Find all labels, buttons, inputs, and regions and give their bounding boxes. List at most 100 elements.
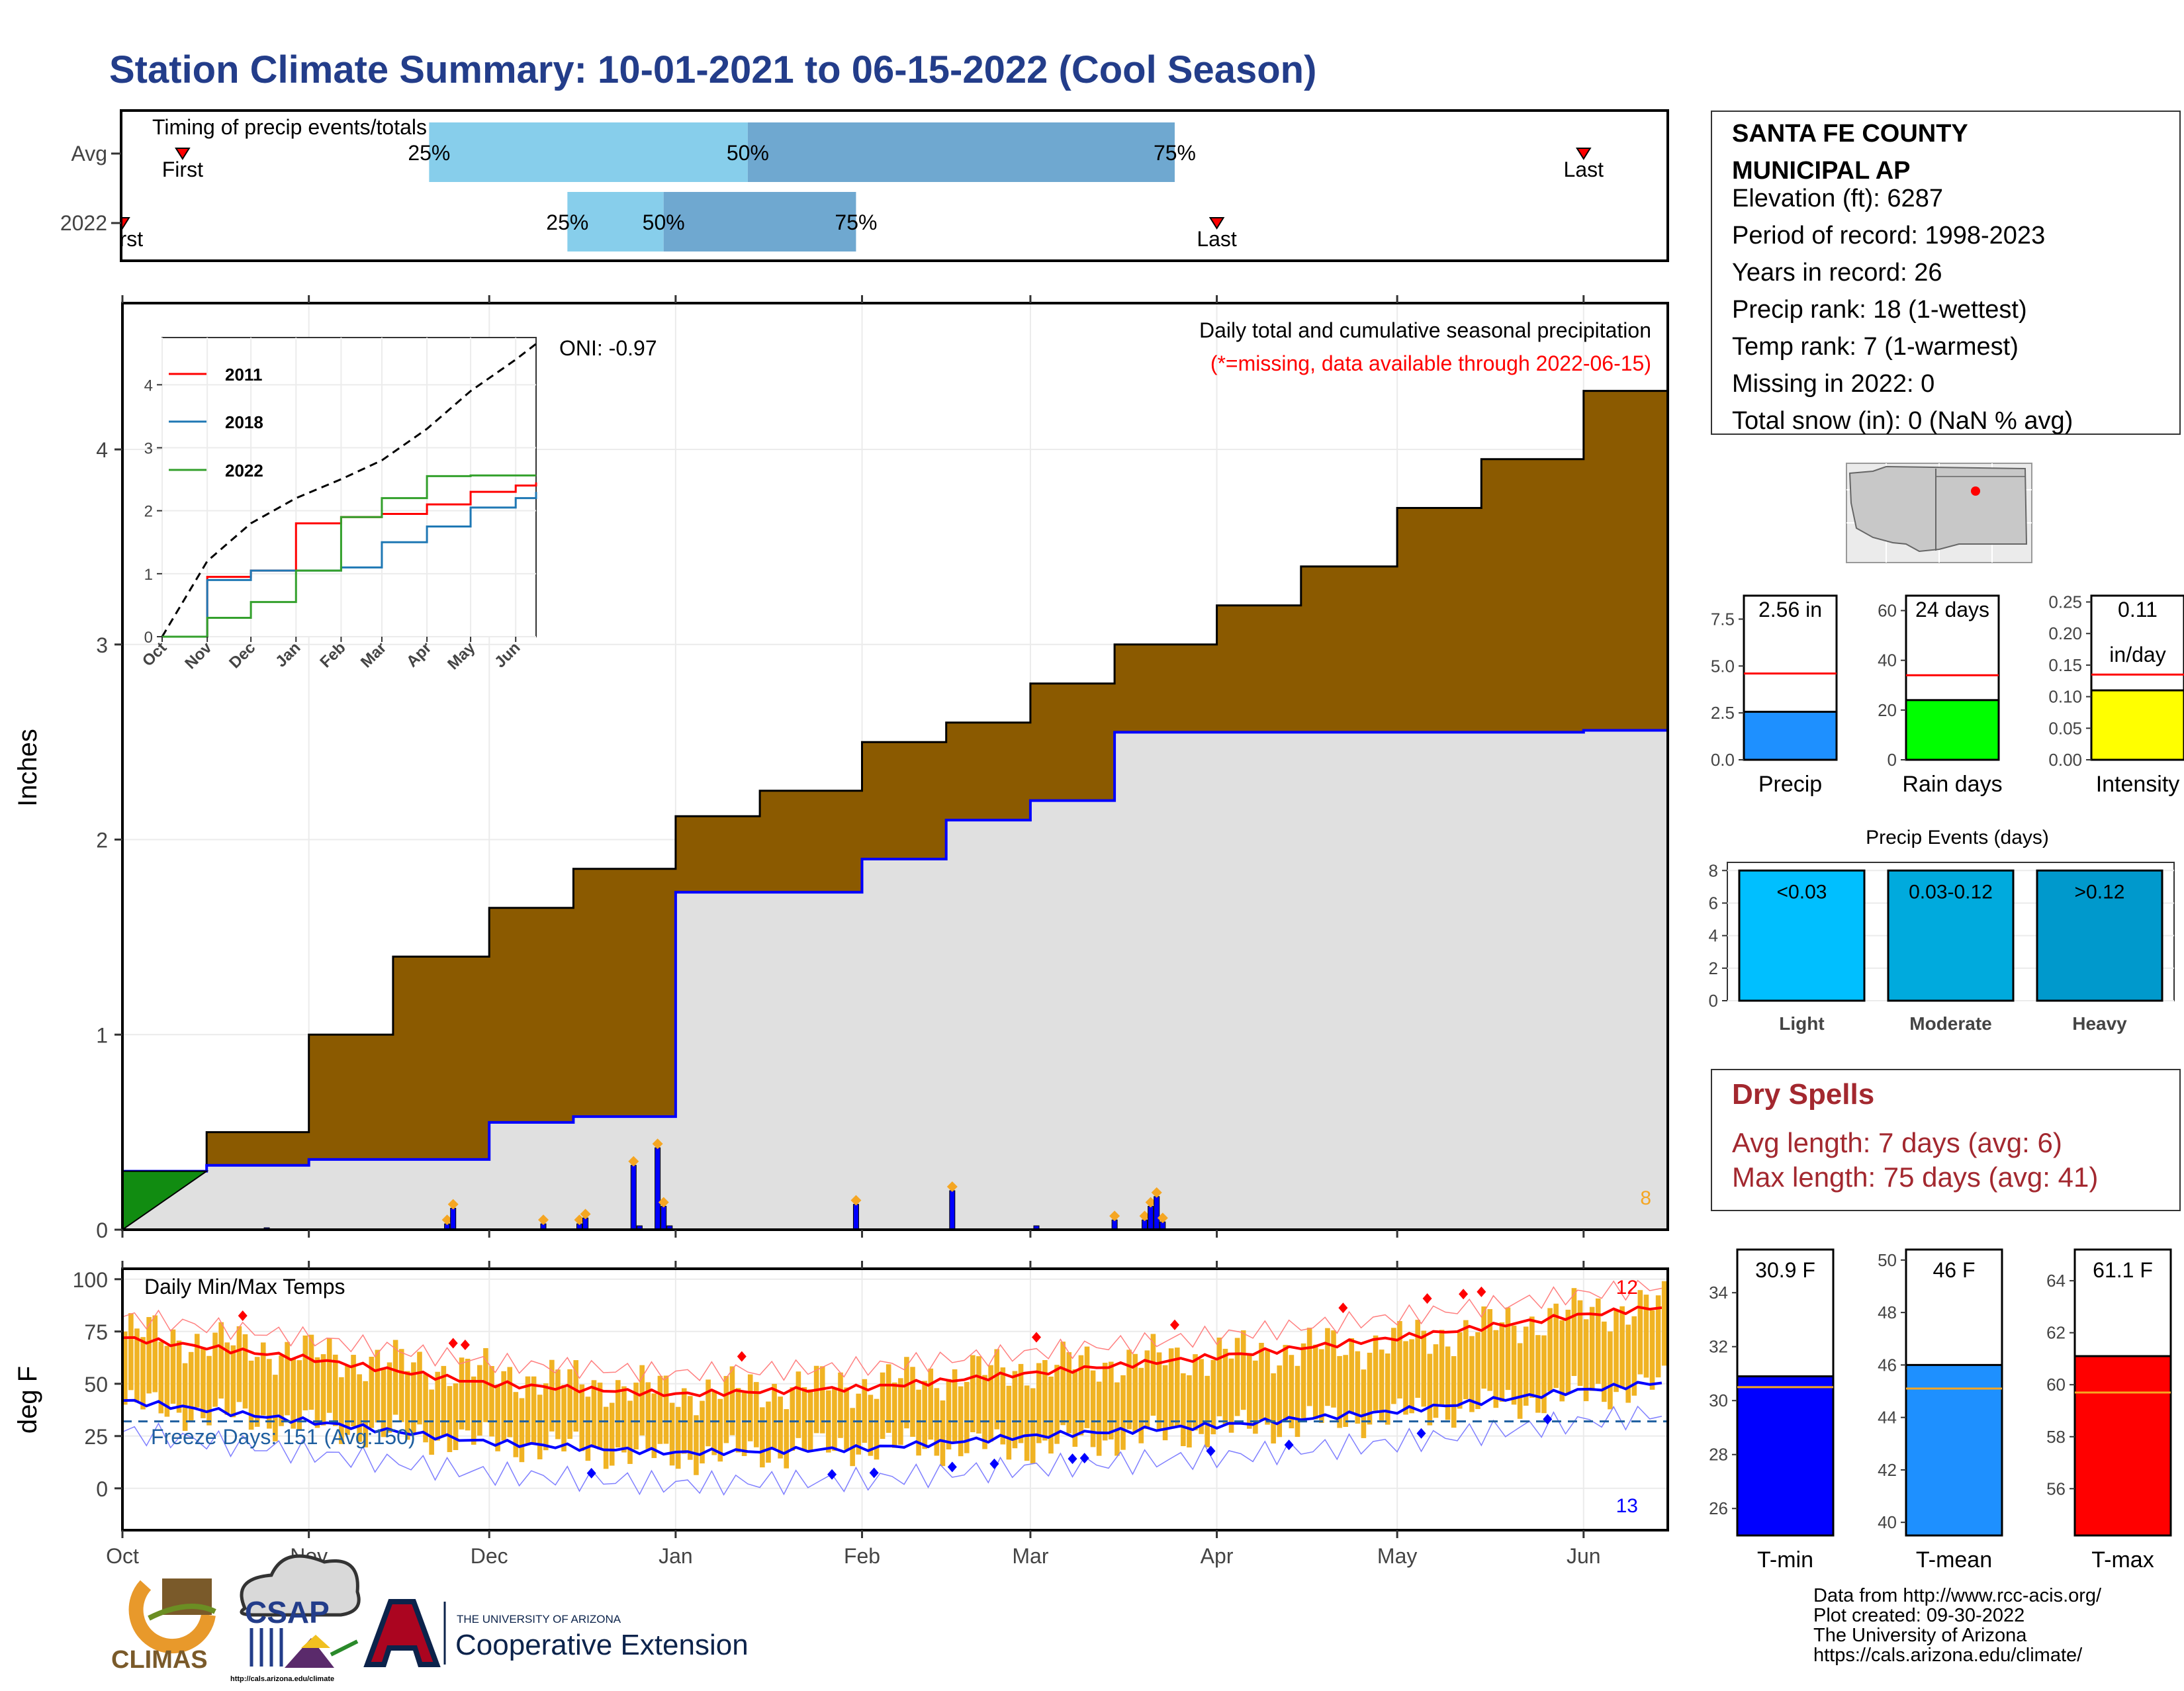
timing-bar-50-75 bbox=[663, 192, 856, 251]
temp-day-bar bbox=[994, 1349, 999, 1430]
temp-day-bar bbox=[940, 1400, 946, 1467]
daily-precip-marker bbox=[1145, 1197, 1156, 1208]
temp-mini-ytick-label: 40 bbox=[1878, 1512, 1897, 1532]
daily-precip-bar bbox=[1148, 1206, 1154, 1230]
temp-day-bar bbox=[1240, 1330, 1246, 1410]
temp-day-bar bbox=[320, 1354, 326, 1426]
temp-day-bar bbox=[1349, 1338, 1355, 1414]
station-name-line1: SANTA FE COUNTY bbox=[1732, 120, 1968, 148]
temp-day-bar bbox=[182, 1363, 188, 1431]
temp-day-bar bbox=[1619, 1306, 1625, 1389]
precip-ylabel: Inches bbox=[13, 729, 42, 807]
temp-day-bar bbox=[976, 1356, 981, 1434]
timing-bars: 25% 50% 75% First Last 25% 50% 75% First Last bbox=[122, 122, 1604, 251]
temp-day-bar bbox=[285, 1342, 290, 1416]
mini-bar-ytick-label: 7.5 bbox=[1711, 609, 1735, 629]
temp-day-bar bbox=[1331, 1330, 1336, 1408]
temp-day-bar bbox=[801, 1387, 807, 1451]
temp-day-bar bbox=[1150, 1334, 1156, 1416]
temp-mini-ytick-label: 58 bbox=[2046, 1427, 2066, 1447]
record-high-marker bbox=[448, 1338, 458, 1349]
record-low-marker bbox=[947, 1461, 957, 1473]
mini-bar-value-intensity: 0.11 bbox=[2118, 598, 2158, 621]
temp-day-bar bbox=[1463, 1320, 1469, 1400]
temp-ytick-label: 100 bbox=[73, 1268, 108, 1292]
temp-day-bar bbox=[267, 1359, 272, 1429]
record-high-marker bbox=[1032, 1332, 1042, 1343]
temp-day-bar bbox=[398, 1349, 404, 1422]
inset-ytick-label: 2 bbox=[144, 503, 153, 521]
events-ytick-label: 0 bbox=[1709, 991, 1718, 1011]
temp-day-bar bbox=[1072, 1369, 1078, 1447]
temp-day-bar bbox=[796, 1371, 801, 1438]
temp-day-bar bbox=[597, 1383, 603, 1450]
temp-day-bar bbox=[1355, 1351, 1361, 1424]
temp-mini-ytick-label: 42 bbox=[1878, 1460, 1897, 1480]
dry-spells-box: Dry Spells Avg length: 7 days (avg: 6) M… bbox=[1711, 1069, 2181, 1211]
dry-spells-avg: Avg length: 7 days (avg: 6) bbox=[1732, 1127, 2062, 1158]
temp-day-bar bbox=[1253, 1360, 1258, 1434]
record-high-marker bbox=[238, 1310, 248, 1321]
timing-marker-last bbox=[1575, 148, 1592, 160]
mini-bar-label-precip: Precip bbox=[1758, 772, 1822, 797]
temp-day-bar bbox=[1511, 1325, 1517, 1405]
temp-day-bar bbox=[357, 1374, 362, 1442]
temp-day-bar bbox=[729, 1366, 735, 1436]
temp-day-bar bbox=[1517, 1343, 1523, 1419]
temp-day-bar bbox=[1469, 1336, 1475, 1412]
temp-day-bar bbox=[850, 1408, 855, 1467]
temp-day-bar bbox=[880, 1372, 886, 1440]
temp-day-bar bbox=[1493, 1330, 1499, 1408]
temp-day-bar bbox=[411, 1362, 416, 1433]
temp-day-bar bbox=[700, 1400, 705, 1464]
temp-day-bar bbox=[543, 1383, 549, 1451]
temp-day-bar bbox=[1643, 1295, 1649, 1378]
temp-day-bar bbox=[1565, 1309, 1571, 1393]
temp-day-bar bbox=[645, 1382, 651, 1449]
temp-mini-ytick-label: 26 bbox=[1709, 1498, 1728, 1518]
temp-ytick-label: 50 bbox=[84, 1373, 108, 1396]
temp-day-bar bbox=[1090, 1370, 1096, 1447]
temp-day-bar bbox=[1391, 1328, 1396, 1404]
temp-day-bar bbox=[1439, 1330, 1445, 1406]
record-high-marker bbox=[1459, 1289, 1469, 1300]
temp-day-bar bbox=[1066, 1352, 1072, 1434]
mini-bar-ytick-label: 60 bbox=[1878, 601, 1897, 621]
temp-mini-ytick-label: 50 bbox=[1878, 1250, 1897, 1270]
daily-precip-marker bbox=[652, 1138, 663, 1150]
temp-day-bar bbox=[146, 1316, 152, 1394]
temp-day-bar bbox=[164, 1346, 170, 1417]
temp-day-bar bbox=[176, 1340, 182, 1413]
temp-day-bar bbox=[1277, 1365, 1283, 1438]
record-high-marker bbox=[737, 1351, 747, 1362]
mini-bar-ytick-label: 20 bbox=[1878, 700, 1897, 720]
temp-day-bar bbox=[573, 1360, 579, 1432]
temp-mini-value-tmax: 61.1 F bbox=[2093, 1258, 2153, 1282]
temp-day-bar bbox=[627, 1400, 633, 1464]
timing-label-last: Last bbox=[1564, 158, 1604, 181]
mini-bar-ytick-label: 0.15 bbox=[2048, 655, 2082, 675]
temp-day-bar bbox=[507, 1367, 513, 1438]
temp-mini-ytick-label: 62 bbox=[2046, 1323, 2066, 1343]
footer-line3: The University of Arizona bbox=[1813, 1625, 2027, 1646]
precip-caption: Daily total and cumulative seasonal prec… bbox=[1199, 318, 1651, 342]
temp-day-bar bbox=[1614, 1310, 1619, 1393]
events-ytick-label: 6 bbox=[1709, 893, 1718, 913]
timing-panel: Timing of precip events/totals 25% 50% 75%… bbox=[60, 109, 1669, 262]
temp-day-bar bbox=[1499, 1322, 1505, 1402]
temp-day-bar bbox=[1042, 1360, 1048, 1441]
temp-day-bar bbox=[363, 1381, 369, 1447]
temp-day-bar bbox=[1181, 1373, 1186, 1447]
temp-day-bar bbox=[1006, 1385, 1012, 1460]
precip-y-axis: 0 1 2 3 4 bbox=[96, 295, 1585, 1242]
temp-day-bar bbox=[1024, 1385, 1030, 1461]
temp-day-bar bbox=[1126, 1349, 1132, 1430]
mini-bar-ytick-label: 0.0 bbox=[1711, 750, 1735, 770]
mini-bar-ytick-label: 0.10 bbox=[2048, 687, 2082, 707]
mini-bar-value-precip: 2.56 in bbox=[1758, 598, 1822, 621]
temp-day-bar bbox=[1312, 1344, 1318, 1420]
temp-day-bar bbox=[1247, 1354, 1252, 1429]
daily-precip-marker bbox=[574, 1214, 585, 1226]
temp-day-bar bbox=[1199, 1359, 1204, 1434]
